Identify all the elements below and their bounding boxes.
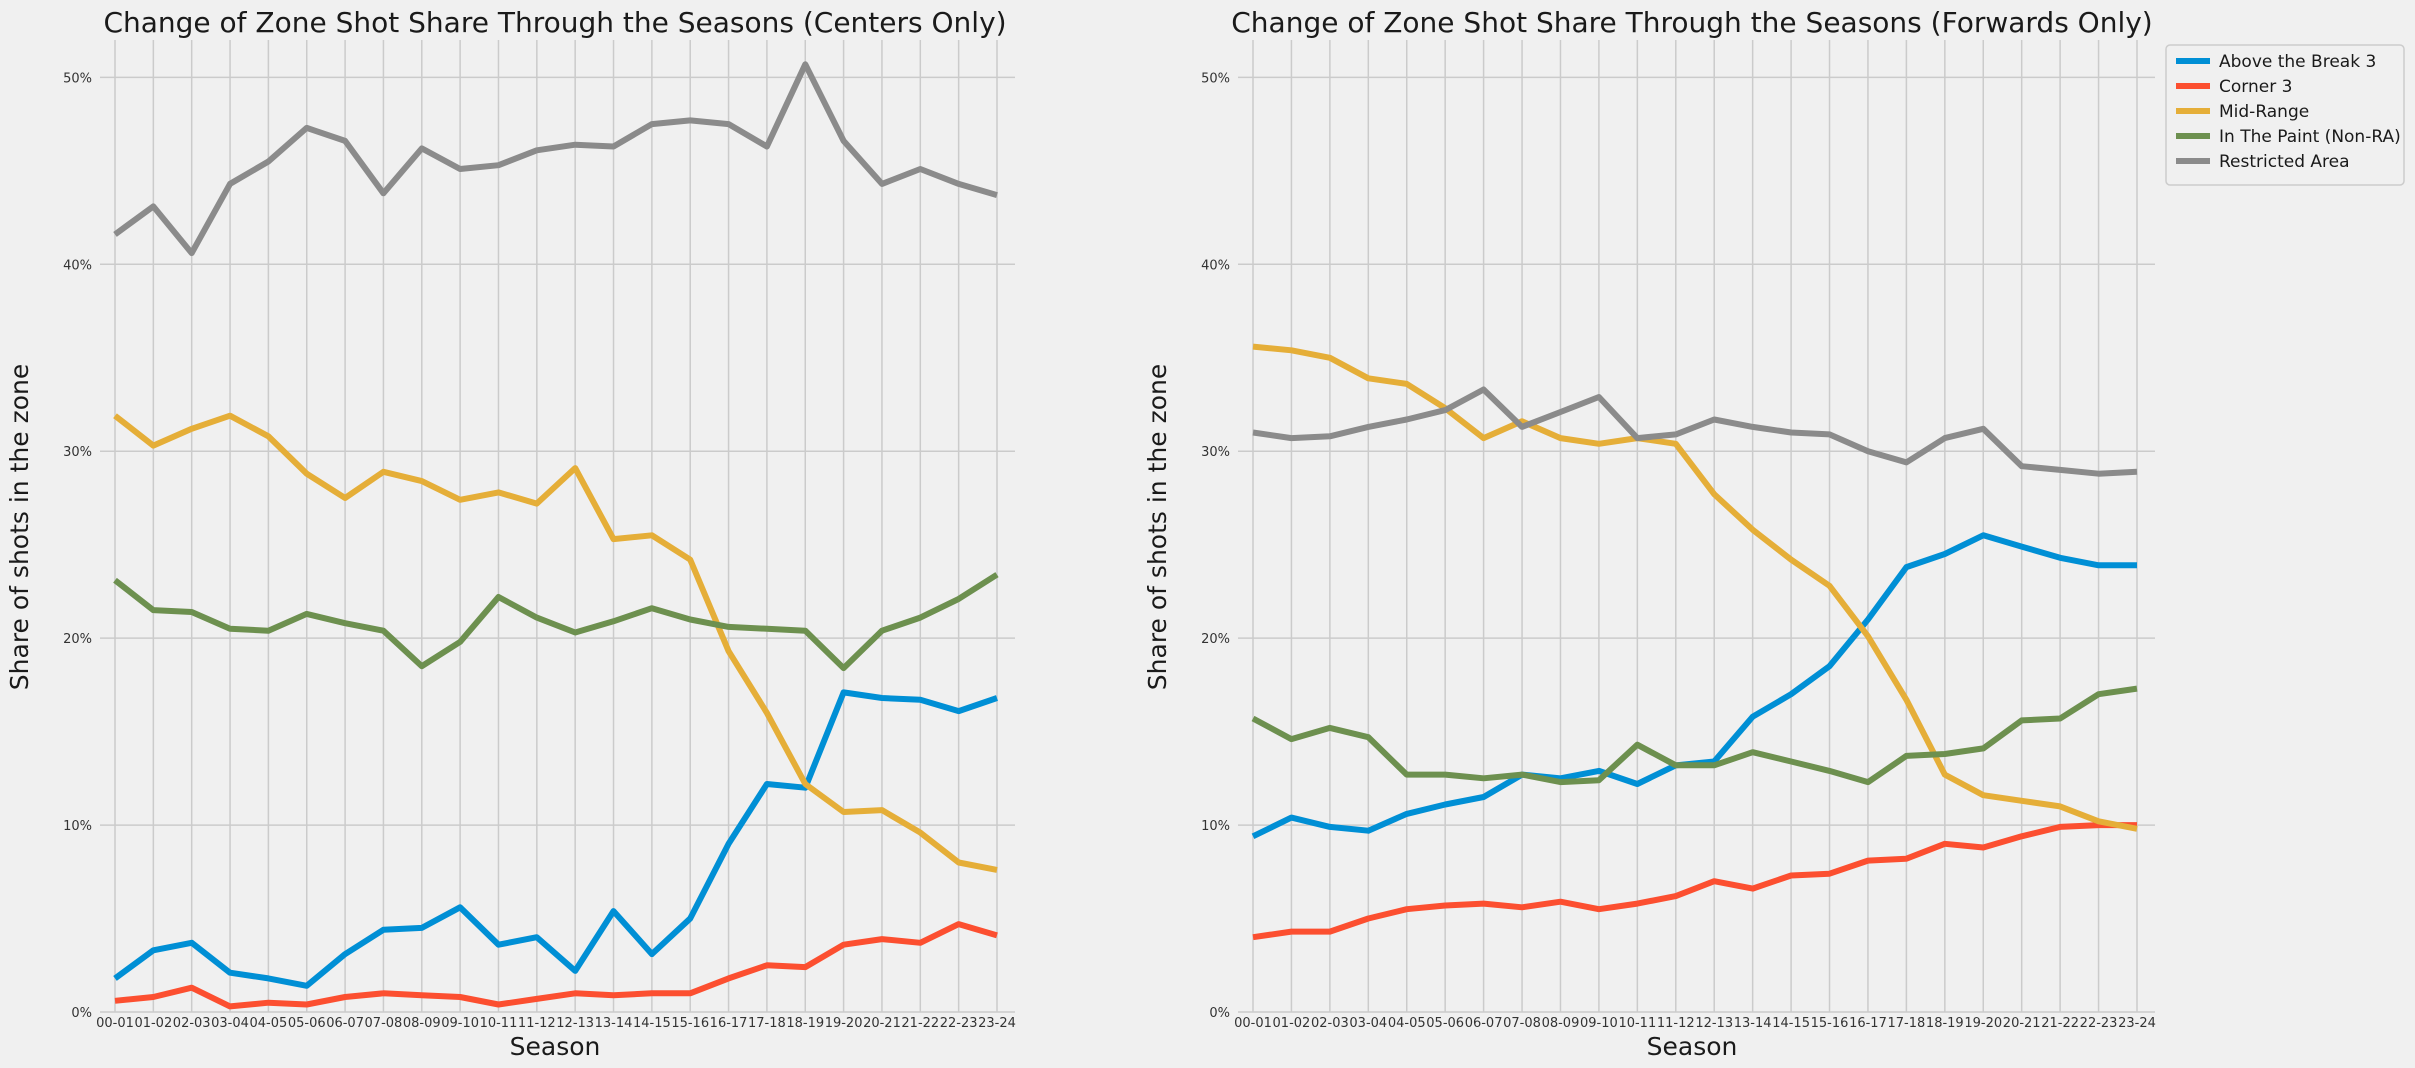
x-tick-label: 14-15 [1772,1016,1810,1031]
x-tick-label: 16-17 [1849,1016,1887,1031]
chart-centers-title: Change of Zone Shot Share Through the Se… [103,6,1006,39]
x-tick-label: 03-04 [1349,1016,1387,1031]
x-tick-label: 19-20 [1964,1016,2002,1031]
x-tick-label: 03-04 [211,1016,249,1031]
legend-label: Corner 3 [2219,77,2292,97]
series-line-corner-3 [1252,822,2137,941]
y-tick-label: 0% [71,1006,92,1021]
chart-forwards-y-axis-label: Share of shots in the zone [1143,364,1172,690]
x-tick-label: 05-06 [288,1016,326,1031]
y-tick-label: 50% [1201,71,1230,86]
legend-item-corner-3: Corner 3 [2176,77,2292,97]
x-tick-label: 22-23 [940,1016,978,1031]
x-tick-label: 01-02 [134,1016,172,1031]
x-tick-label: 15-16 [671,1016,709,1031]
x-tick-label: 02-03 [1311,1016,1349,1031]
x-tick-label: 16-17 [710,1016,748,1031]
x-tick-label: 10-11 [480,1016,518,1031]
x-tick-label: 06-07 [1465,1016,1503,1031]
legend-label: In The Paint (Non-RA) [2219,127,2401,147]
x-tick-label: 10-11 [1618,1016,1656,1031]
chart-forwards-title: Change of Zone Shot Share Through the Se… [1231,6,2152,39]
x-tick-label: 19-20 [825,1016,863,1031]
chart-forwards-lines [1251,343,2138,941]
x-tick-label: 01-02 [1273,1016,1311,1031]
x-tick-label: 00-01 [1234,1016,1272,1031]
x-tick-label: 20-21 [863,1016,901,1031]
x-tick-label: 09-10 [1580,1016,1618,1031]
series-line-corner-3 [114,921,998,1010]
x-tick-label: 12-13 [556,1016,594,1031]
x-tick-label: 18-19 [1926,1016,1964,1031]
legend-label: Mid-Range [2219,102,2309,122]
x-tick-label: 04-05 [250,1016,288,1031]
x-tick-label: 08-09 [1542,1016,1580,1031]
series-line-mid-range [1252,343,2138,832]
y-tick-label: 40% [63,258,92,273]
y-tick-label: 10% [63,819,92,834]
series-line-mid-range [113,412,998,873]
x-tick-label: 18-19 [786,1016,824,1031]
chart-centers-x-axis-label: Season [510,1032,601,1061]
series-line-above-the-break-3 [113,689,998,989]
legend-box [2165,44,2405,186]
series-line-restricted-area [1252,386,2138,477]
y-tick-label: 10% [1201,819,1230,834]
chart-centers: 0% 10% 20% 30% 40% 50% 00-01 01-02 02-03 03-04 04… [5,6,1016,1061]
chart-centers-grid [100,40,1015,1013]
x-tick-label: 21-22 [2041,1016,2079,1031]
x-tick-label: 11-12 [518,1016,556,1031]
chart-forwards-grid [1238,40,2155,1013]
x-tick-label: 13-14 [595,1016,633,1031]
x-tick-label: 06-07 [326,1016,364,1031]
y-tick-label: 20% [63,632,92,647]
x-tick-label: 05-06 [1426,1016,1464,1031]
legend-item-restricted-area: Restricted Area [2176,152,2350,172]
chart-centers-lines [113,61,999,1010]
x-tick-label: 22-23 [2080,1016,2118,1031]
x-tick-label: 09-10 [441,1016,479,1031]
y-tick-label: 20% [1201,632,1230,647]
x-tick-label: 17-18 [1888,1016,1926,1031]
x-tick-label: 12-13 [1695,1016,1733,1031]
chart-forwards: 0% 10% 20% 30% 40% 50% 00-01 01-02 02-03 03-04 04… [1143,6,2156,1061]
legend-item-in-the-paint-non-ra: In The Paint (Non-RA) [2176,127,2401,147]
x-tick-label: 07-08 [365,1016,403,1031]
legend: Above the Break 3 Corner 3 Mid-Range In The… [2165,44,2405,186]
legend-label: Restricted Area [2219,152,2350,172]
x-tick-label: 14-15 [633,1016,671,1031]
x-tick-label: 08-09 [403,1016,441,1031]
chart-centers-y-ticks: 0% 10% 20% 30% 40% 50% [63,71,92,1021]
series-line-in-the-paint-non-ra [1251,685,2138,786]
x-tick-label: 23-24 [2118,1016,2156,1031]
chart-centers-y-axis-label: Share of shots in the zone [5,364,34,690]
x-tick-label: 20-21 [2003,1016,2041,1031]
chart-centers-x-ticks: 00-01 01-02 02-03 03-04 04-05 05-06 06-07 07-08… [96,1016,1016,1031]
x-tick-label: 02-03 [173,1016,211,1031]
chart-forwards-y-ticks: 0% 10% 20% 30% 40% 50% [1201,71,1230,1021]
x-tick-label: 13-14 [1734,1016,1772,1031]
legend-label: Above the Break 3 [2219,52,2376,72]
y-tick-label: 40% [1201,258,1230,273]
y-tick-label: 0% [1209,1006,1230,1021]
series-line-restricted-area [113,61,998,257]
legend-item-above-the-break-3: Above the Break 3 [2176,52,2376,72]
y-tick-label: 30% [63,445,92,460]
chart-forwards-x-axis-label: Season [1647,1032,1738,1061]
x-tick-label: 04-05 [1388,1016,1426,1031]
chart-forwards-x-ticks: 00-01 01-02 02-03 03-04 04-05 05-06 06-07 07-08… [1234,1016,2156,1031]
x-tick-label: 07-08 [1503,1016,1541,1031]
y-tick-label: 50% [63,71,92,86]
x-tick-label: 11-12 [1657,1016,1695,1031]
x-tick-label: 17-18 [748,1016,786,1031]
y-tick-label: 30% [1201,445,1230,460]
x-tick-label: 00-01 [96,1016,134,1031]
x-tick-label: 21-22 [901,1016,939,1031]
x-tick-label: 15-16 [1811,1016,1849,1031]
x-tick-label: 23-24 [978,1016,1016,1031]
legend-item-mid-range: Mid-Range [2176,102,2309,122]
series-line-in-the-paint-non-ra [113,572,999,672]
